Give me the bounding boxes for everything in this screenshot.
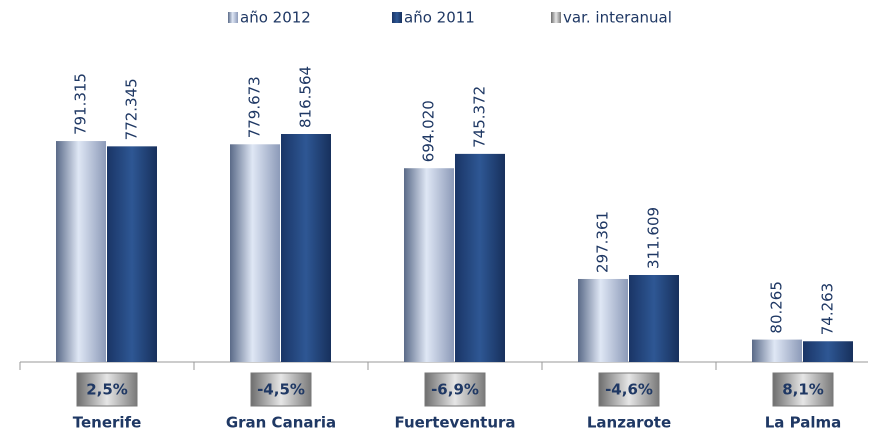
value-label: 791.315 — [72, 73, 90, 135]
bar — [578, 278, 628, 362]
variation-label: 8,1% — [782, 381, 824, 399]
legend-label: var. interanual — [563, 9, 672, 27]
value-label: 779.673 — [246, 76, 264, 138]
value-label: 816.564 — [297, 66, 315, 128]
value-label: 80.265 — [768, 281, 786, 334]
x-tick-label: Lanzarote — [587, 414, 671, 432]
variation-label: -4,5% — [257, 381, 305, 399]
bar — [230, 144, 280, 362]
value-label: 772.345 — [123, 78, 141, 140]
x-tick-label: Fuerteventura — [394, 414, 515, 432]
variation-box — [250, 372, 312, 407]
value-label: 745.372 — [471, 86, 489, 148]
legend-label: año 2011 — [404, 9, 475, 27]
variation-label: -6,9% — [431, 381, 479, 399]
value-label: 694.020 — [420, 100, 438, 162]
value-label: 311.609 — [645, 207, 663, 269]
bar — [455, 153, 505, 362]
legend-marker — [228, 12, 238, 23]
bar — [752, 339, 802, 362]
legend-label: año 2012 — [240, 9, 311, 27]
value-label: 74.263 — [819, 283, 837, 336]
variation-box — [424, 372, 486, 407]
legend-marker — [551, 12, 561, 23]
bar — [281, 134, 331, 362]
variation-box — [772, 372, 834, 407]
variation-label: -4,6% — [605, 381, 653, 399]
variation-box — [76, 372, 138, 407]
bar — [803, 341, 853, 362]
variation-label: 2,5% — [86, 381, 128, 399]
x-tick-label: Gran Canaria — [226, 414, 336, 432]
legend-marker — [392, 12, 402, 23]
value-label: 297.361 — [594, 211, 612, 273]
x-tick-label: Tenerife — [73, 414, 142, 432]
x-tick-label: La Palma — [765, 414, 842, 432]
variation-box — [598, 372, 660, 407]
bar — [56, 141, 106, 362]
bar — [404, 168, 454, 362]
bar — [629, 274, 679, 362]
bar — [107, 146, 157, 362]
